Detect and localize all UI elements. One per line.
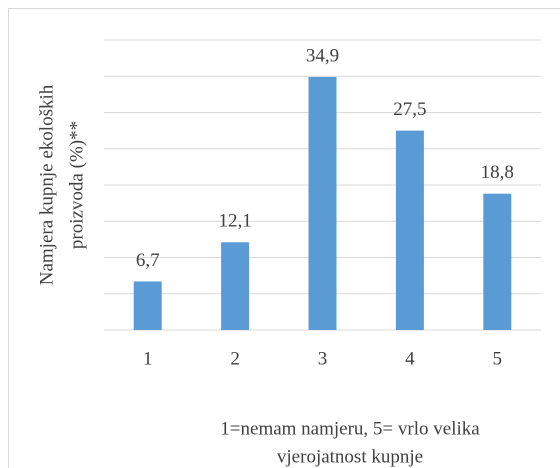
bar: [308, 76, 337, 330]
y-axis-label: proizvoda (%)**: [66, 121, 87, 249]
x-tick-label: 3: [318, 348, 328, 369]
x-tick-label: 1: [143, 348, 153, 369]
y-axis-label: Namjera kupnje ekoloških: [36, 84, 57, 285]
bar: [133, 281, 162, 330]
x-tick-label: 5: [493, 348, 503, 369]
bar: [483, 193, 512, 330]
data-label: 27,5: [393, 99, 426, 120]
data-label: 34,9: [306, 45, 339, 66]
data-label: 6,7: [136, 250, 160, 271]
x-axis-label: 1=nemam namjeru, 5= vrlo velika: [220, 418, 480, 439]
data-label: 12,1: [218, 211, 251, 232]
x-axis-label: vjerojatnost kupnje: [277, 446, 423, 467]
bar: [221, 242, 250, 330]
x-tick-label: 4: [405, 348, 415, 369]
bar: [395, 130, 424, 330]
data-label: 18,8: [481, 162, 514, 183]
chart-frame: [8, 8, 560, 468]
x-tick-label: 2: [230, 348, 240, 369]
